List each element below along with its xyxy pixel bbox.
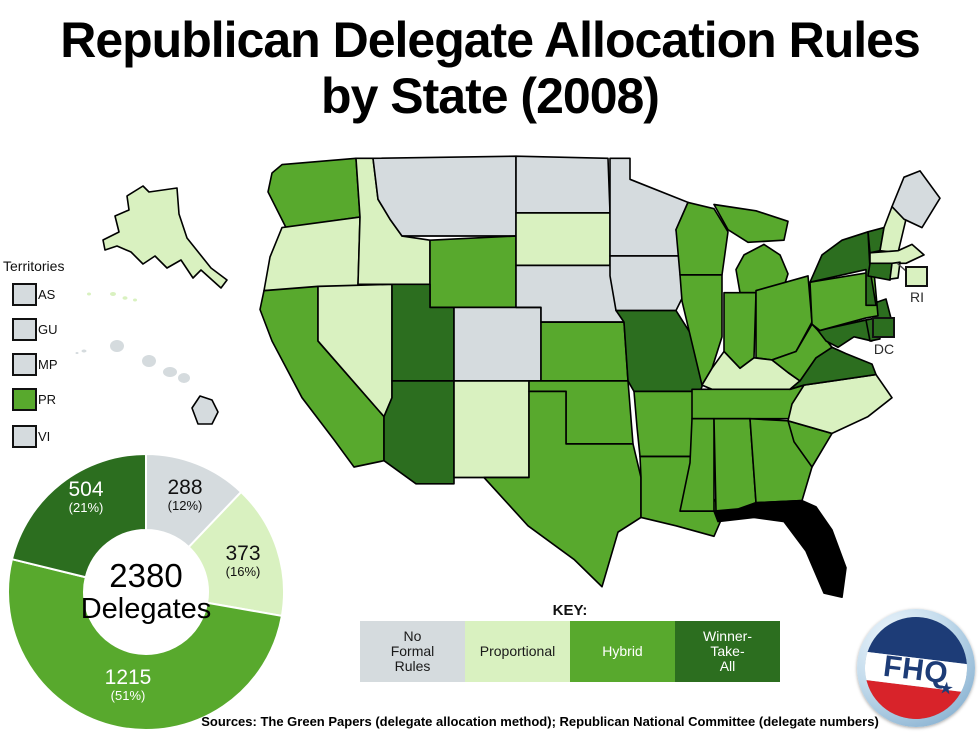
territory-swatch-gu <box>12 318 37 341</box>
donut-pct: (16%) <box>225 564 261 580</box>
donut-label-proportional: 373 (16%) <box>210 542 276 580</box>
state-hi-island <box>75 352 79 354</box>
state-nd <box>515 155 611 214</box>
donut-value: 288 <box>167 476 203 499</box>
title-line1: Republican Delegate Allocation Rules <box>60 12 921 68</box>
donut-segment-wta <box>10 452 147 579</box>
state-wy <box>429 235 517 309</box>
page-title: Republican Delegate Allocation Rules by S… <box>0 12 980 124</box>
donut-center-label: 2380 Delegates <box>60 558 232 625</box>
key-heading: KEY: <box>552 602 588 619</box>
state-hi-island <box>178 373 190 383</box>
fhq-logo-bands: FHQ ★ <box>859 611 973 725</box>
alaska-group <box>87 185 228 302</box>
total-delegates-value: 2380 <box>109 557 183 594</box>
territory-label-gu: GU <box>38 322 58 337</box>
state-ct <box>867 262 893 281</box>
territory-item-pr: PR <box>12 388 56 411</box>
territory-item-vi: VI <box>12 425 50 448</box>
donut-label-no-rules: 288 (12%) <box>152 476 218 514</box>
title-line2: by State (2008) <box>321 68 660 124</box>
aleutian-island <box>110 292 116 296</box>
state-hi-big-island <box>191 395 219 425</box>
territory-item-as: AS <box>12 283 55 306</box>
fhq-star-icon: ★ <box>937 678 955 700</box>
state-tn <box>691 384 805 420</box>
territory-label-mp: MP <box>38 357 58 372</box>
territories-heading: Territories <box>3 258 65 274</box>
dc-callout-swatch <box>872 317 895 338</box>
state-tx <box>483 390 642 588</box>
state-mi-upper <box>713 203 789 244</box>
territory-label-pr: PR <box>38 392 57 407</box>
territory-swatch-mp <box>12 353 37 376</box>
state-mt <box>372 155 517 237</box>
aleutian-island <box>133 298 137 302</box>
state-ks <box>540 321 629 382</box>
state-sd <box>515 212 611 267</box>
key-legend: No Formal Rules Proportional Hybrid Winn… <box>360 621 780 682</box>
state-me <box>891 170 941 229</box>
delegate-donut-chart <box>7 452 285 732</box>
territory-item-mp: MP <box>12 353 58 376</box>
territory-swatch-as <box>12 283 37 306</box>
state-al <box>713 417 757 512</box>
state-ms <box>679 417 715 512</box>
state-hi-island <box>163 367 177 377</box>
sources-note: Sources: The Green Papers (delegate allo… <box>201 714 879 729</box>
territory-swatch-pr <box>12 388 37 411</box>
territory-item-gu: GU <box>12 318 58 341</box>
donut-value: 373 <box>225 542 261 565</box>
donut-value: 504 <box>68 478 104 501</box>
ri-callout-line <box>896 262 907 272</box>
donut-pct: (51%) <box>110 688 146 704</box>
state-wa <box>267 157 361 229</box>
donut-segment-hybrid <box>7 557 284 732</box>
donut-label-hybrid: 1215 (51%) <box>88 666 168 704</box>
state-ia <box>609 255 691 312</box>
total-delegates-word: Delegates <box>80 592 212 625</box>
ri-callout-swatch <box>905 266 928 287</box>
state-or <box>263 216 361 292</box>
donut-pct: (21%) <box>68 500 104 516</box>
state-hi-island <box>142 355 156 367</box>
state-nm <box>453 380 530 479</box>
fhq-logo: FHQ ★ <box>857 609 975 727</box>
state-hi-island <box>110 340 124 352</box>
state-fl <box>713 499 847 599</box>
state-hi-island <box>81 349 87 353</box>
donut-pct: (12%) <box>167 498 203 514</box>
territory-swatch-vi <box>12 425 37 448</box>
donut-label-winner-take-all: 504 (21%) <box>48 478 124 516</box>
key-box-winner-take-all: Winner- Take- All <box>675 621 780 682</box>
state-co <box>453 306 542 382</box>
dc-callout-label: DC <box>873 341 895 357</box>
key-box-hybrid: Hybrid <box>570 621 675 682</box>
aleutian-island <box>122 296 128 300</box>
territory-label-as: AS <box>38 287 56 302</box>
ri-callout-label: RI <box>910 289 924 305</box>
state-nc <box>787 373 893 435</box>
state-ri <box>889 261 901 280</box>
key-box-proportional: Proportional <box>465 621 570 682</box>
key-box-no-formal-rules: No Formal Rules <box>360 621 465 682</box>
state-nh <box>879 205 907 254</box>
donut-value: 1215 <box>104 666 152 689</box>
state-az <box>383 380 455 485</box>
hawaii-group <box>75 340 219 425</box>
state-wv <box>771 323 833 382</box>
state-ak <box>102 185 228 289</box>
territory-label-vi: VI <box>38 429 51 444</box>
aleutian-island <box>87 292 91 296</box>
